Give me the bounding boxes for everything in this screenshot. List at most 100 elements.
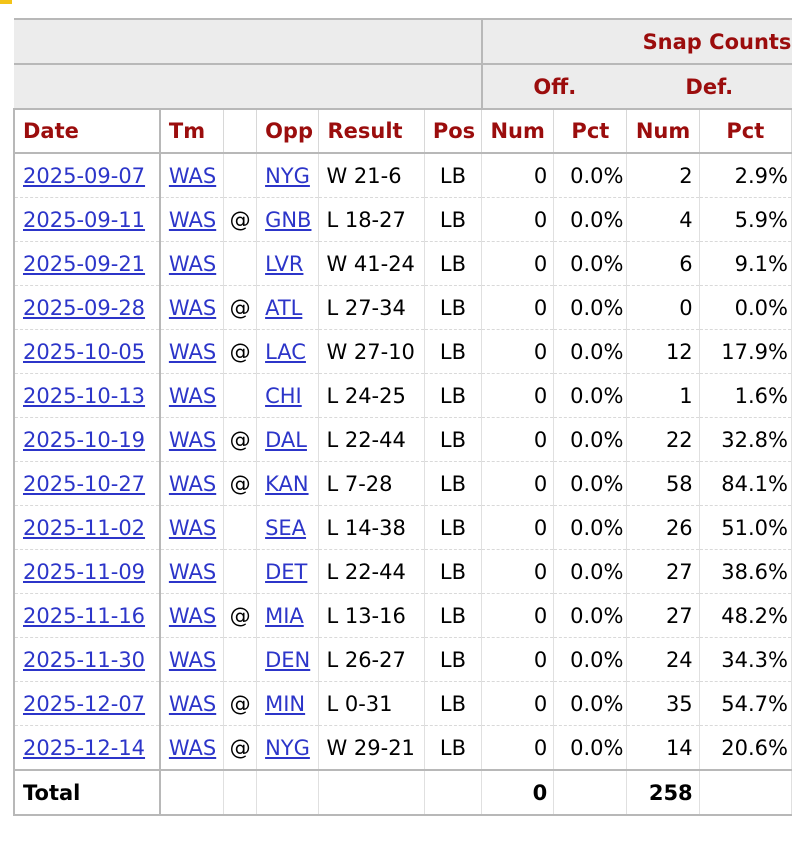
team-link[interactable]: WAS (168, 383, 217, 408)
snap-counts-group-header: Snap Counts (481, 18, 792, 64)
opponent-link[interactable]: NYG (265, 163, 310, 188)
opponent-link[interactable]: SEA (265, 515, 307, 540)
team-cell: WAS (159, 417, 225, 462)
game-row: 2025-10-19 WAS @ DAL L 22-44 LB 0 0.0% 22 32.8% (13, 417, 792, 462)
off-num-cell: 0 (481, 549, 555, 594)
team-link[interactable]: WAS (168, 603, 217, 628)
team-link[interactable]: WAS (168, 339, 217, 364)
def-num-cell: 26 (626, 505, 700, 550)
opponent-link[interactable]: DET (265, 559, 308, 584)
position-cell: LB (424, 505, 483, 550)
opponent-link[interactable]: ATL (265, 295, 303, 320)
game-date-link[interactable]: 2025-11-02 (23, 515, 146, 540)
game-date-link[interactable]: 2025-10-27 (23, 471, 146, 496)
team-link[interactable]: WAS (168, 691, 217, 716)
column-header-def-num[interactable]: Num (626, 108, 700, 154)
position-cell: LB (424, 725, 483, 771)
opponent-link[interactable]: CHI (265, 383, 302, 408)
offense-subheader: Off. (481, 63, 627, 109)
column-header-location[interactable] (223, 108, 258, 154)
result-cell: W 21-6 (318, 153, 425, 198)
off-pct-cell: 0.0% (553, 725, 628, 771)
position-cell: LB (424, 681, 483, 726)
team-link[interactable]: WAS (168, 427, 217, 452)
opponent-link[interactable]: MIN (265, 691, 306, 716)
result-cell: L 24-25 (318, 373, 425, 418)
date-cell: 2025-10-13 (13, 373, 161, 418)
column-header-team[interactable]: Tm (159, 108, 225, 154)
def-pct-cell: 38.6% (699, 549, 792, 594)
total-cell-empty (159, 769, 225, 816)
opponent-cell: NYG (256, 725, 320, 771)
team-link[interactable]: WAS (168, 735, 217, 760)
opponent-cell: NYG (256, 153, 320, 198)
column-header-off-pct[interactable]: Pct (553, 108, 628, 154)
team-link[interactable]: WAS (168, 559, 217, 584)
off-pct-cell: 0.0% (553, 153, 628, 198)
def-pct-cell: 2.9% (699, 153, 792, 198)
column-header-result[interactable]: Result (318, 108, 425, 154)
def-pct-cell: 17.9% (699, 329, 792, 374)
game-date-link[interactable]: 2025-10-05 (23, 339, 146, 364)
column-header-off-num[interactable]: Num (481, 108, 555, 154)
game-date-link[interactable]: 2025-11-16 (23, 603, 146, 628)
game-date-link[interactable]: 2025-11-30 (23, 647, 146, 672)
off-num-cell: 0 (481, 417, 555, 462)
location-cell (223, 241, 258, 286)
team-link[interactable]: WAS (168, 207, 217, 232)
team-cell: WAS (159, 285, 225, 330)
game-date-link[interactable]: 2025-09-07 (23, 163, 146, 188)
column-header-opponent[interactable]: Opp (256, 108, 320, 154)
position-cell: LB (424, 153, 483, 198)
opponent-cell: MIN (256, 681, 320, 726)
column-header-date[interactable]: Date (13, 108, 161, 154)
game-row: 2025-11-09 WAS DET L 22-44 LB 0 0.0% 27 38.6% (13, 549, 792, 594)
off-num-cell: 0 (481, 637, 555, 682)
team-cell: WAS (159, 197, 225, 242)
location-cell: @ (223, 197, 258, 242)
team-cell: WAS (159, 373, 225, 418)
team-link[interactable]: WAS (168, 515, 217, 540)
team-link[interactable]: WAS (168, 163, 217, 188)
date-cell: 2025-09-11 (13, 197, 161, 242)
date-cell: 2025-10-19 (13, 417, 161, 462)
off-pct-cell: 0.0% (553, 417, 628, 462)
date-cell: 2025-09-07 (13, 153, 161, 198)
result-cell: L 0-31 (318, 681, 425, 726)
opponent-link[interactable]: KAN (265, 471, 309, 496)
game-date-link[interactable]: 2025-11-09 (23, 559, 146, 584)
game-date-link[interactable]: 2025-09-28 (23, 295, 146, 320)
game-row: 2025-10-05 WAS @ LAC W 27-10 LB 0 0.0% 12 17.9% (13, 329, 792, 374)
game-date-link[interactable]: 2025-09-21 (23, 251, 146, 276)
result-cell: L 18-27 (318, 197, 425, 242)
opponent-link[interactable]: MIA (265, 603, 304, 628)
opponent-link[interactable]: LVR (265, 251, 304, 276)
opponent-link[interactable]: NYG (265, 735, 310, 760)
result-cell: W 41-24 (318, 241, 425, 286)
team-link[interactable]: WAS (168, 471, 217, 496)
date-cell: 2025-09-21 (13, 241, 161, 286)
position-cell: LB (424, 549, 483, 594)
position-cell: LB (424, 417, 483, 462)
game-date-link[interactable]: 2025-10-13 (23, 383, 146, 408)
team-cell: WAS (159, 505, 225, 550)
total-def-num: 258 (626, 769, 700, 816)
opponent-link[interactable]: DAL (265, 427, 307, 452)
team-link[interactable]: WAS (168, 295, 217, 320)
team-link[interactable]: WAS (168, 251, 217, 276)
game-date-link[interactable]: 2025-12-14 (23, 735, 146, 760)
game-date-link[interactable]: 2025-09-11 (23, 207, 146, 232)
column-header-position[interactable]: Pos (424, 108, 483, 154)
column-header-def-pct[interactable]: Pct (699, 108, 792, 154)
game-date-link[interactable]: 2025-10-19 (23, 427, 146, 452)
result-cell: L 14-38 (318, 505, 425, 550)
def-num-cell: 1 (626, 373, 700, 418)
location-cell: @ (223, 329, 258, 374)
opponent-link[interactable]: LAC (265, 339, 306, 364)
game-date-link[interactable]: 2025-12-07 (23, 691, 146, 716)
result-cell: L 22-44 (318, 417, 425, 462)
opponent-link[interactable]: DEN (265, 647, 311, 672)
opponent-link[interactable]: GNB (265, 207, 312, 232)
team-link[interactable]: WAS (168, 647, 217, 672)
total-cell-empty (318, 769, 425, 816)
